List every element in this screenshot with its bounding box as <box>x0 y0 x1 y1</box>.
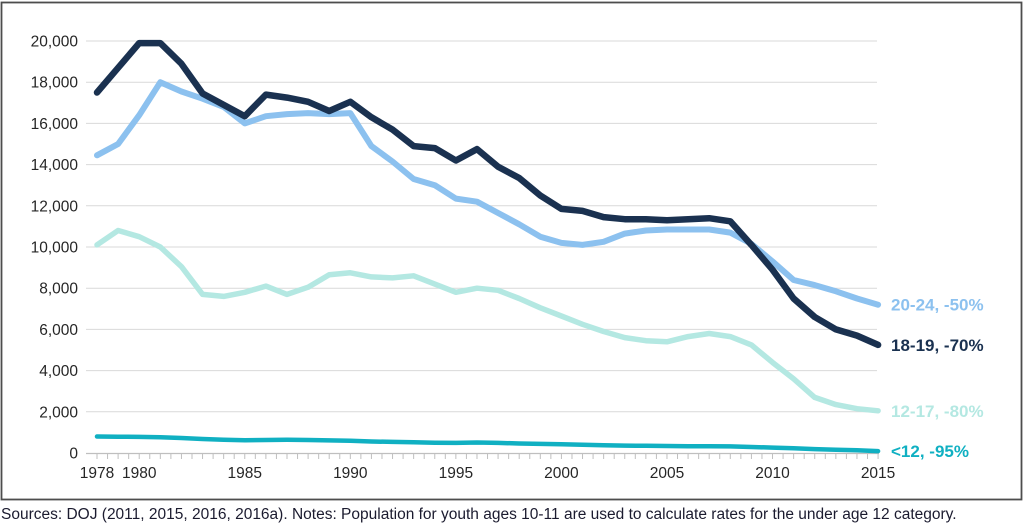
y-axis-tick-label: 8,000 <box>39 281 78 298</box>
series-line-ages-18-19 <box>93 39 882 349</box>
y-axis-tick-label: 12,000 <box>31 198 79 215</box>
source-note: Sources: DOJ (2011, 2015, 2016, 2016a). … <box>1 506 957 523</box>
x-axis-tick-label: 1995 <box>439 465 473 482</box>
x-axis-tick-label: 2000 <box>544 465 579 482</box>
series-line-ages-20-24 <box>94 79 882 308</box>
y-axis-tick-label: 20,000 <box>31 34 79 51</box>
legend-label-ages-12-17: 12-17, -80% <box>891 402 984 421</box>
y-axis-tick-label: 4,000 <box>39 363 78 380</box>
y-axis-tick-label: 18,000 <box>31 75 79 92</box>
series-line-under-12 <box>94 434 881 454</box>
y-axis-tick-label: 14,000 <box>31 157 79 174</box>
x-axis-tick-label: 1980 <box>122 465 157 482</box>
legend-label-ages-20-24: 20-24, -50% <box>891 296 984 315</box>
x-axis-tick-label: 1990 <box>333 465 368 482</box>
y-axis-tick-label: 2,000 <box>39 404 78 421</box>
legend-label-ages-18-19: 18-19, -70% <box>891 336 984 355</box>
y-axis-tick-label: 16,000 <box>31 116 79 133</box>
y-axis-tick-label: 10,000 <box>31 240 79 257</box>
legend-label-under-12: <12, -95% <box>891 442 969 461</box>
chart-border <box>0 1 1023 501</box>
y-axis-tick-label: 6,000 <box>39 322 78 339</box>
x-axis-tick-label: 2010 <box>755 465 790 482</box>
x-axis-tick-label: 2005 <box>650 465 684 482</box>
x-axis-tick-label: 1985 <box>228 465 262 482</box>
x-axis-tick-label: 2015 <box>861 465 895 482</box>
x-axis-tick-label: 1978 <box>80 465 114 482</box>
y-axis-tick-label: 0 <box>69 446 78 463</box>
series-line-ages-12-17 <box>94 227 881 414</box>
line-chart: 0 2,000 4,000 6,000 8,000 10,000 12,000 14,000 1… <box>0 1 1023 501</box>
